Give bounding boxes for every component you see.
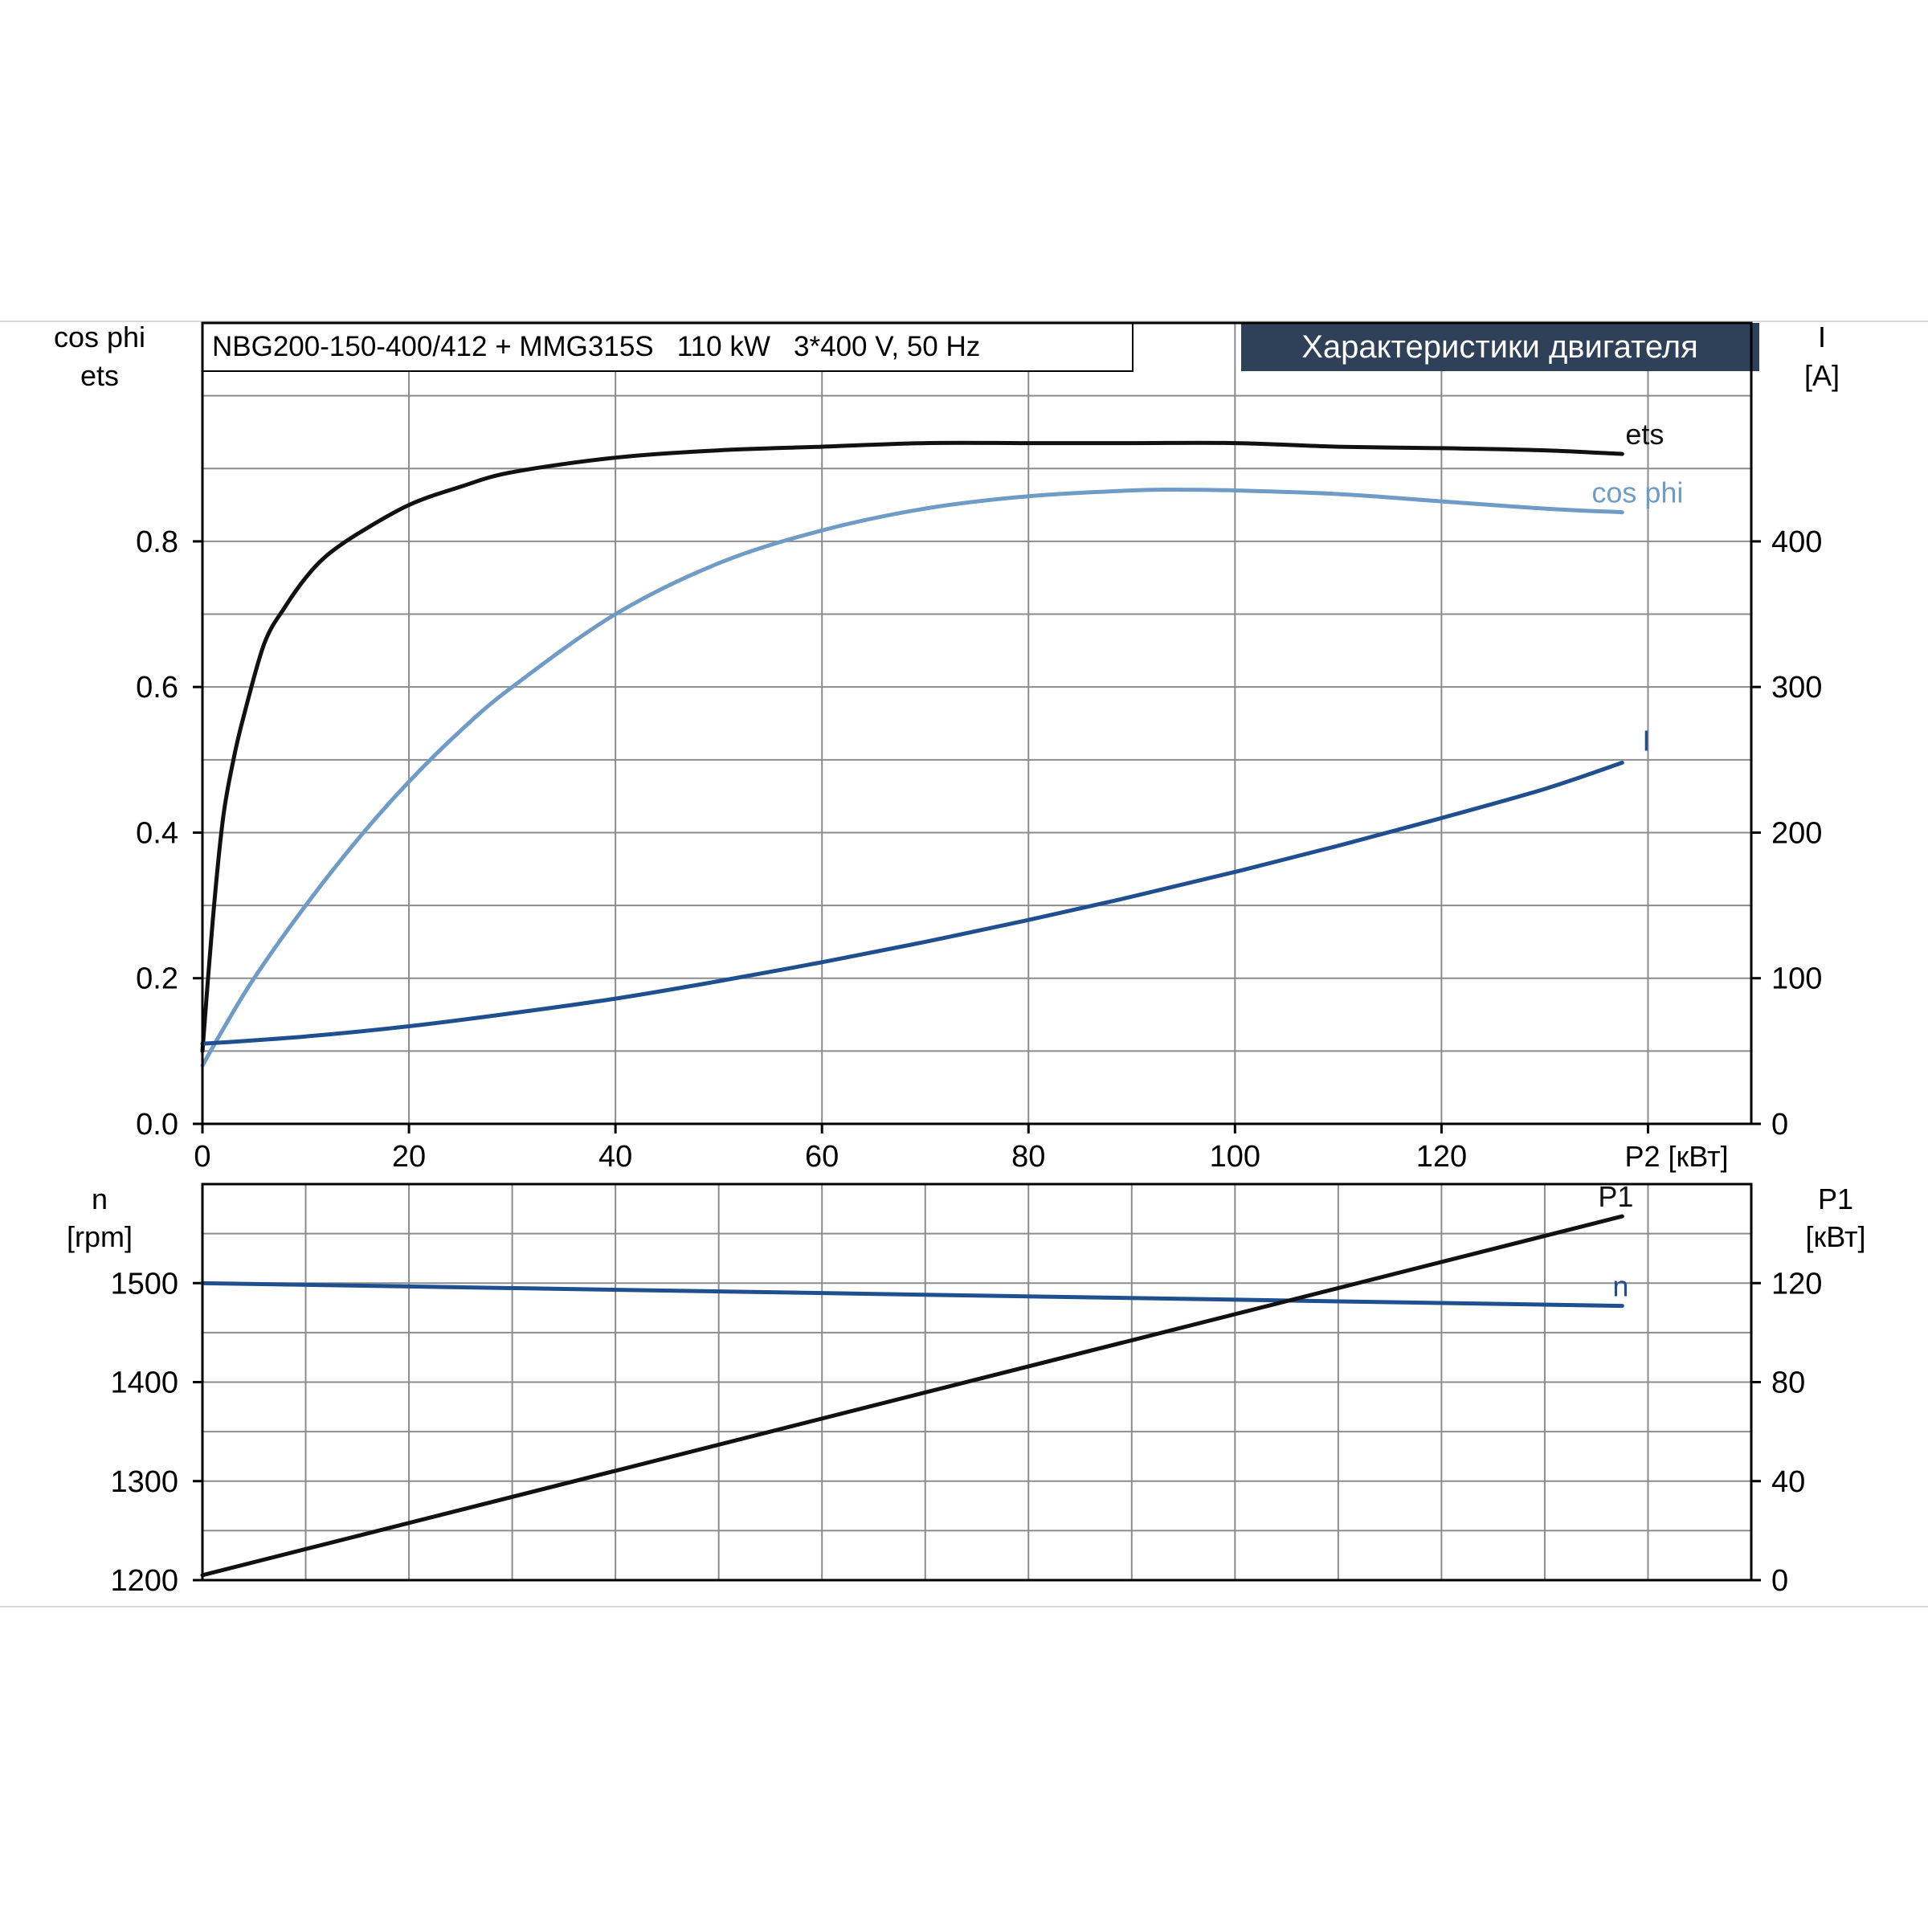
series-labels: ets cos phi In P1 xyxy=(1591,418,1683,1302)
bottom-left-tick-label: 1500 xyxy=(110,1267,178,1301)
bottom-right-axis-label-1: P1 xyxy=(1818,1182,1853,1215)
series-label-n: n xyxy=(1612,1270,1628,1303)
top-right-axis-label-2: [A] xyxy=(1804,359,1840,392)
x-tick-label: 60 xyxy=(805,1140,839,1174)
top-plot-grid xyxy=(202,323,1751,1124)
top-left-tick-label: 0.8 xyxy=(136,525,178,559)
series-label-i: I xyxy=(1642,724,1650,757)
top-left-tick-label: 0.0 xyxy=(136,1108,178,1142)
series-line-p1 xyxy=(200,1214,1624,1578)
model-info-text: NBG200-150-400/412 + MMG315S 110 kW 3*40… xyxy=(212,331,980,362)
bottom-left-tick-label: 1400 xyxy=(110,1366,178,1400)
top-left-axis-label-2: ets xyxy=(80,359,119,392)
bottom-right-tick-label: 40 xyxy=(1771,1465,1805,1499)
x-tick-label: 100 xyxy=(1210,1140,1260,1174)
bottom-left-axis-label-1: n xyxy=(92,1182,108,1215)
series-label-ets: ets xyxy=(1625,418,1664,451)
bottom-right-axis-label-2: [кВт] xyxy=(1805,1220,1865,1253)
bottom-left-tick-label: 1200 xyxy=(110,1564,178,1598)
top-left-tick-label: 0.2 xyxy=(136,962,178,996)
model-info-box xyxy=(202,322,1134,372)
x-axis-label: P2 [кВт] xyxy=(1624,1140,1728,1173)
title-badge-text: Характеристики двигателя xyxy=(1301,329,1698,365)
x-tick-label: 80 xyxy=(1011,1140,1045,1174)
bottom-right-tick-label: 0 xyxy=(1771,1564,1788,1598)
top-plot-frame xyxy=(201,321,1753,1125)
top-right-tick-label: 200 xyxy=(1771,816,1822,850)
top-plot-series xyxy=(200,440,1624,1068)
top-left-axis-label-1: cos phi xyxy=(54,321,145,353)
top-right-tick-label: 400 xyxy=(1771,525,1822,559)
bottom-plot-series xyxy=(200,1214,1624,1578)
series-line-cos-phi xyxy=(200,488,1624,1068)
bottom-plot-grid xyxy=(202,1184,1751,1580)
top-right-axis-label-1: I xyxy=(1818,321,1826,353)
top-right-tick-label: 0 xyxy=(1771,1108,1788,1142)
bottom-plot-ticks: 1200 1300 1400 1500 0 40 80 120 xyxy=(110,1267,1822,1598)
top-plot-ticks: 0 20 40 60 80 100 120 0.0 0.2 0.4 0.6 0.8 0 100 200 300… xyxy=(136,525,1822,1174)
series-line-i xyxy=(200,760,1624,1046)
series-label-p1: P1 xyxy=(1598,1180,1633,1213)
bottom-right-tick-label: 80 xyxy=(1771,1366,1805,1400)
x-tick-label: 0 xyxy=(194,1140,210,1174)
x-tick-label: 40 xyxy=(598,1140,632,1174)
title-badge xyxy=(1241,323,1759,371)
top-left-tick-label: 0.4 xyxy=(136,816,178,850)
top-left-tick-label: 0.6 xyxy=(136,671,178,705)
top-right-tick-label: 300 xyxy=(1771,671,1822,705)
series-label-cos-phi: cos phi xyxy=(1591,476,1683,509)
bottom-left-tick-label: 1300 xyxy=(110,1465,178,1499)
x-tick-label: 120 xyxy=(1416,1140,1467,1174)
bottom-left-axis-label-2: [rpm] xyxy=(67,1220,133,1253)
bottom-plot-frame xyxy=(201,1182,1753,1582)
series-line-n xyxy=(200,1281,1624,1309)
series-line-ets xyxy=(200,440,1624,1053)
top-right-tick-label: 100 xyxy=(1771,962,1822,996)
bottom-right-tick-label: 120 xyxy=(1771,1267,1822,1301)
x-tick-label: 20 xyxy=(392,1140,426,1174)
